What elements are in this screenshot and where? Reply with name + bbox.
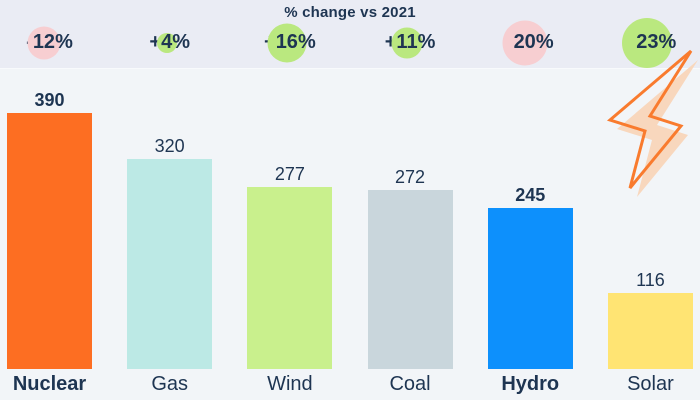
pct-value: 20 — [513, 30, 536, 53]
bar-value-label: 390 — [34, 90, 65, 110]
bar-column-nuclear: 390 Nuclear — [7, 0, 92, 400]
pct-badge-circle — [27, 26, 61, 60]
bar-category-label: Gas — [151, 373, 189, 395]
bar-column-gas: 320 Gas — [127, 0, 213, 400]
pct-value: 4 — [161, 30, 173, 53]
bar-nuclear — [7, 113, 92, 369]
bar-value-label: 245 — [515, 185, 546, 205]
bar-value-label: 116 — [636, 270, 665, 290]
pct-unit: % — [417, 30, 436, 53]
bar-value-label: 272 — [395, 167, 426, 187]
bar-category-label: Coal — [389, 373, 431, 395]
pct-sign: + — [149, 30, 162, 53]
bar-value-label: 277 — [274, 164, 305, 184]
bar-gas — [127, 159, 213, 369]
bar-wind — [247, 187, 333, 369]
pct-value: 12 — [32, 30, 56, 53]
pct-sign: + — [385, 31, 397, 54]
bar-chart: 390 Nuclear 320 Gas 277 Wind 272 Coal 24… — [7, 0, 693, 400]
pct-unit: % — [535, 30, 554, 53]
bar-hydro — [487, 208, 573, 369]
pct-badge-row: -12% +4% +16% +11% -20% — [7, 0, 693, 69]
pct-badge-solar: +23% — [608, 18, 693, 69]
pct-value: 16 — [275, 30, 298, 53]
bar-column-solar: 116 Solar — [607, 0, 693, 400]
pct-badge-circle — [267, 23, 307, 63]
pct-badge-circle — [622, 18, 673, 69]
pct-badge-circle — [502, 20, 548, 66]
pct-value: 23 — [636, 30, 659, 53]
pct-unit: % — [658, 30, 677, 53]
pct-badge-coal: +11% — [368, 27, 453, 59]
bar-coal — [367, 190, 453, 369]
bar-value-label: 320 — [154, 136, 185, 156]
bar-category-label: Nuclear — [12, 373, 87, 395]
pct-badge-hydro: -20% — [488, 20, 573, 66]
bar-category-label: Wind — [267, 373, 313, 395]
bar-column-hydro: 245 Hydro — [487, 0, 573, 400]
pct-unit: % — [172, 30, 190, 53]
pct-badge-wind: +16% — [247, 23, 332, 63]
bar-category-label: Solar — [627, 373, 674, 395]
pct-badge-nuclear: -12% — [7, 26, 92, 60]
bar-category-label: Hydro — [501, 373, 560, 395]
pct-badge-circle — [156, 33, 177, 54]
pct-value: 11 — [396, 30, 418, 53]
chart-title: % change vs 2021 — [284, 4, 416, 21]
bar-column-coal: 272 Coal — [367, 0, 453, 400]
pct-unit: % — [55, 30, 73, 53]
pct-badge-circle — [391, 27, 423, 59]
bar-column-wind: 277 Wind — [247, 0, 333, 400]
header-band: % change vs 2021 -12% +4% +16% +11% — [0, 0, 700, 69]
pct-unit: % — [297, 30, 316, 53]
pct-badge-gas: +4% — [127, 31, 212, 54]
lightning-bolt-icon — [606, 49, 698, 197]
bar-solar — [607, 293, 693, 369]
